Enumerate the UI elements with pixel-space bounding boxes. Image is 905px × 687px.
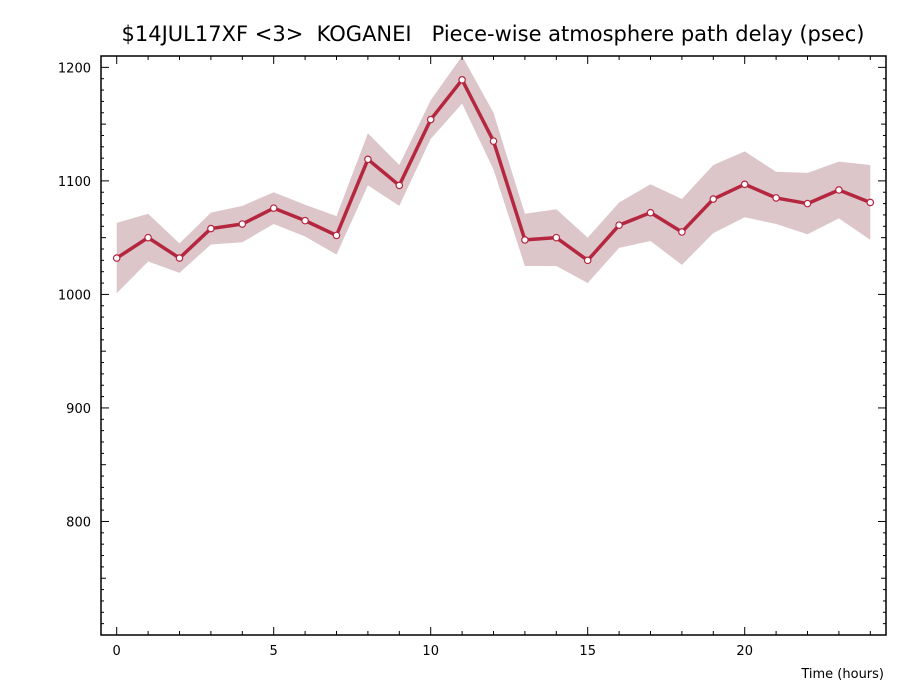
data-point: [803, 199, 812, 208]
data-point: [489, 137, 498, 145]
x-tick-label: 5: [270, 644, 278, 659]
x-tick-label: 20: [736, 644, 753, 659]
data-markers: [112, 76, 875, 265]
data-point: [332, 231, 341, 240]
uncertainty-band-area: [116, 56, 871, 294]
y-tick-label: 900: [66, 402, 91, 417]
x-axis-label: Time (hours): [800, 667, 884, 682]
data-point: [458, 76, 466, 84]
x-tick-label: 10: [422, 644, 439, 659]
data-point: [678, 228, 686, 236]
y-tick-label: 1200: [58, 61, 91, 76]
data-point: [583, 256, 592, 265]
data-point: [835, 186, 843, 194]
data-point: [269, 204, 278, 212]
y-tick-label: 800: [66, 515, 91, 530]
tick-labels: 0 5 10 15 20 800 900 1000 1100 1200: [58, 61, 753, 659]
data-point: [772, 194, 780, 202]
y-tick-label: 1000: [58, 288, 91, 303]
x-tick-label: 0: [113, 644, 121, 659]
data-point: [866, 198, 875, 207]
data-point: [112, 254, 121, 262]
data-point: [301, 216, 309, 225]
data-point: [552, 233, 561, 242]
uncertainty-band: [116, 56, 871, 294]
data-point: [207, 224, 215, 233]
data-point: [175, 254, 184, 262]
plot-frame: [100, 55, 887, 636]
data-point: [615, 221, 623, 229]
data-point: [144, 233, 152, 242]
data-point: [395, 181, 404, 190]
y-tick-label: 1100: [58, 175, 91, 190]
data-point: [426, 115, 435, 124]
data-point: [740, 180, 749, 189]
data-point: [364, 155, 372, 164]
data-point: [646, 208, 655, 217]
data-point: [709, 195, 718, 203]
x-tick-label: 15: [579, 644, 596, 659]
data-point: [238, 220, 247, 228]
data-point: [521, 236, 529, 244]
chart-title: $14JUL17XF <3> KOGANEI Piece-wise atmosp…: [122, 22, 865, 46]
